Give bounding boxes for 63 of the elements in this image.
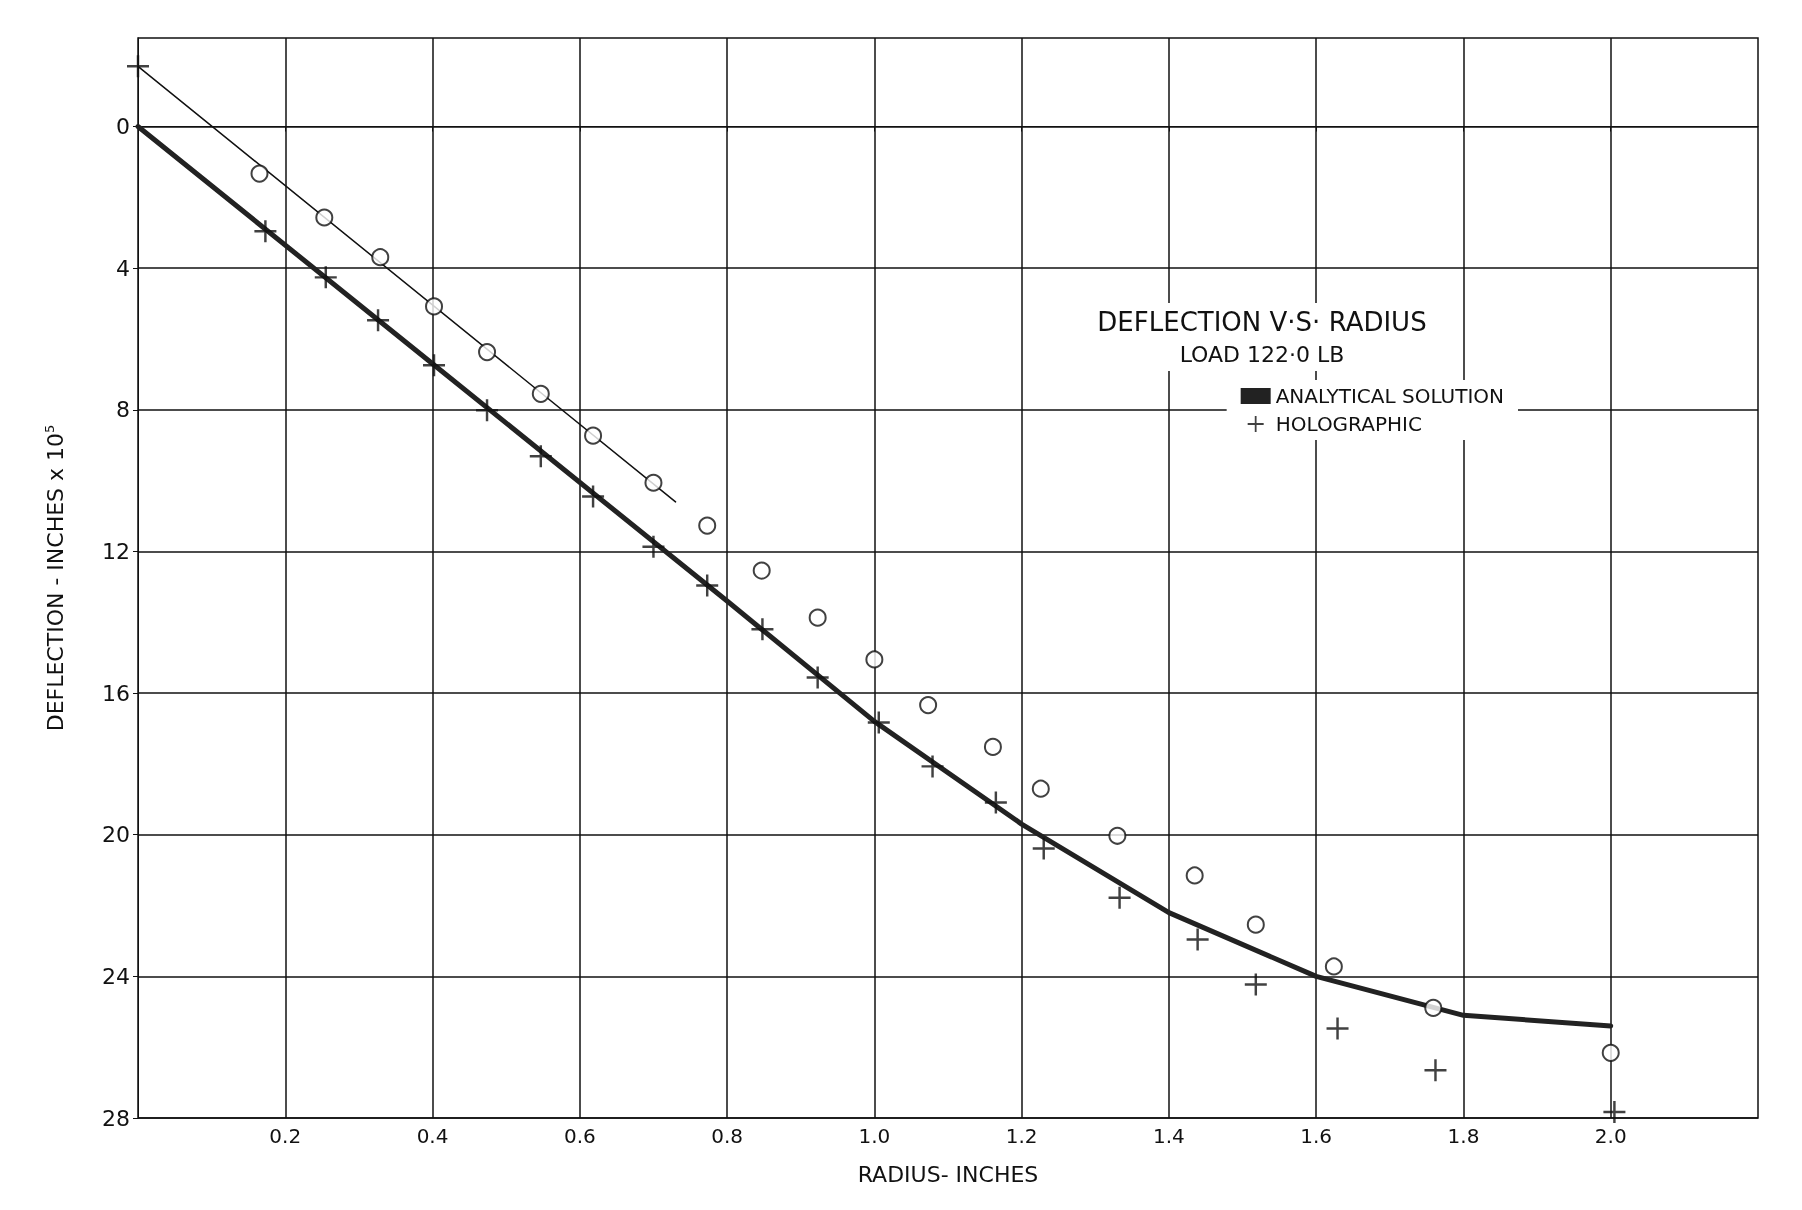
point (644, 473, 663, 492)
point (752, 561, 771, 580)
point (984, 791, 1007, 814)
y-tick-label: 12 (102, 538, 130, 564)
y-tick-label: 20 (102, 822, 130, 848)
legend-label: ANALYTICAL SOLUTION (1275, 384, 1505, 408)
y-tick-label: 24 (102, 963, 130, 989)
point (1186, 928, 1209, 951)
point (919, 696, 938, 715)
point (698, 516, 717, 535)
point (1603, 1100, 1626, 1123)
y-tick-label: 4 (116, 255, 130, 281)
point (1108, 886, 1131, 909)
x-tick-label: 2.0 (1594, 1124, 1627, 1148)
y-tick-label: 0 (116, 114, 130, 140)
point (254, 220, 277, 243)
point (696, 574, 719, 597)
x-axis-title: RADIUS- INCHES (857, 1161, 1039, 1187)
point (983, 737, 1002, 756)
x-tick-label: 1.2 (1005, 1124, 1038, 1148)
point (478, 343, 497, 362)
point (1244, 973, 1267, 996)
x-tick-label: 1.0 (858, 1124, 891, 1148)
point (1031, 779, 1050, 798)
x-tick-label: 0.6 (563, 1124, 596, 1148)
legend-label: HOLOGRAPHIC (1275, 412, 1422, 436)
point (867, 711, 890, 734)
point (531, 384, 550, 403)
point (1326, 1017, 1349, 1040)
x-tick-label: 1.4 (1153, 1124, 1185, 1148)
point (642, 535, 665, 558)
point (1601, 1043, 1620, 1062)
point (425, 297, 444, 316)
point (865, 650, 884, 669)
point (314, 266, 337, 289)
point (315, 208, 334, 227)
point (751, 618, 774, 641)
x-tick-label: 0.2 (269, 1124, 302, 1148)
point (921, 755, 944, 778)
point (1246, 915, 1265, 934)
x-tick-label: 0.8 (711, 1124, 743, 1148)
point (1324, 957, 1343, 976)
point (250, 164, 269, 183)
point (582, 485, 605, 508)
y-axis-title: DEFLECTION - INCHES x 105 (42, 424, 68, 732)
point (1032, 837, 1055, 860)
y-tick-label: 16 (102, 680, 130, 706)
point (1424, 1059, 1447, 1082)
y-tick-label: 8 (116, 397, 130, 423)
point (806, 666, 829, 689)
x-tick-label: 0.4 (416, 1124, 449, 1148)
text: LOAD 122·0 LB (1179, 341, 1345, 367)
point (371, 248, 390, 267)
point (808, 608, 827, 627)
point (1185, 866, 1204, 885)
x-tick-label: 1.6 (1300, 1124, 1333, 1148)
y-tick-label: 28 (102, 1105, 130, 1131)
point (127, 55, 149, 78)
x-tick-label: 1.8 (1447, 1124, 1480, 1148)
point (584, 426, 603, 445)
point (1108, 826, 1127, 845)
text: DEFLECTION V·S· RADIUS (1097, 307, 1427, 337)
point (1424, 998, 1443, 1017)
